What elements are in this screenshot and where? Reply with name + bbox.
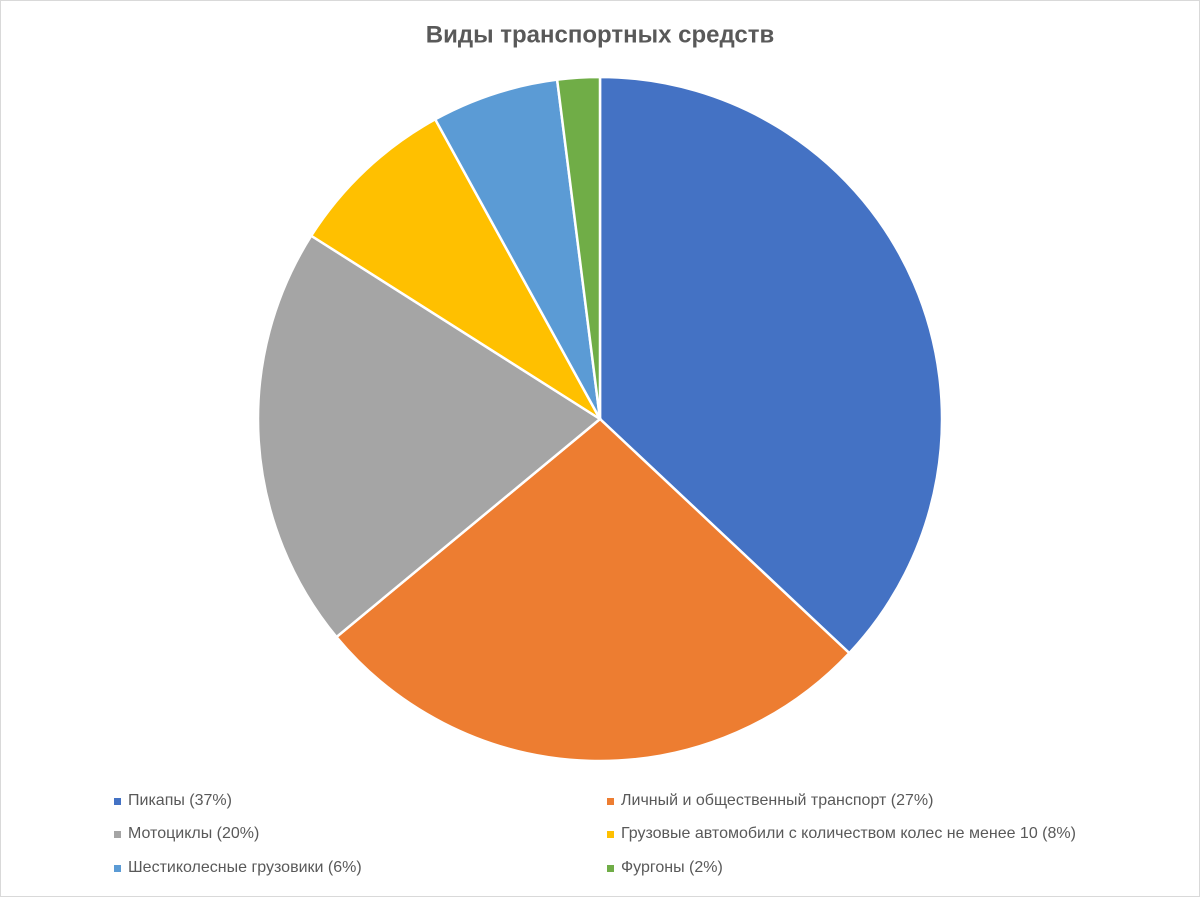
pie-slice xyxy=(555,75,602,420)
pie-slice xyxy=(598,75,944,655)
legend-marker xyxy=(114,831,121,838)
legend-label: Мотоциклы (20%) xyxy=(128,825,259,842)
legend-label: Личный и общественный транспорт (27%) xyxy=(621,792,933,809)
pie-slice xyxy=(256,234,603,639)
legend-marker xyxy=(607,831,614,838)
pie-slice xyxy=(433,78,602,420)
legend-label: Фургоны (2%) xyxy=(621,859,723,876)
pie-slice xyxy=(309,117,602,421)
pie-slice xyxy=(334,417,852,763)
legend-label: Грузовые автомобили с количеством колес … xyxy=(621,825,1076,842)
legend-marker xyxy=(607,798,614,805)
legend-label: Пикапы (37%) xyxy=(128,792,232,809)
legend-marker xyxy=(114,798,121,805)
legend-label: Шестиколесные грузовики (6%) xyxy=(128,859,362,876)
legend-marker xyxy=(114,865,121,872)
chart-title: Виды транспортных средств xyxy=(426,21,774,48)
legend-marker xyxy=(607,865,614,872)
